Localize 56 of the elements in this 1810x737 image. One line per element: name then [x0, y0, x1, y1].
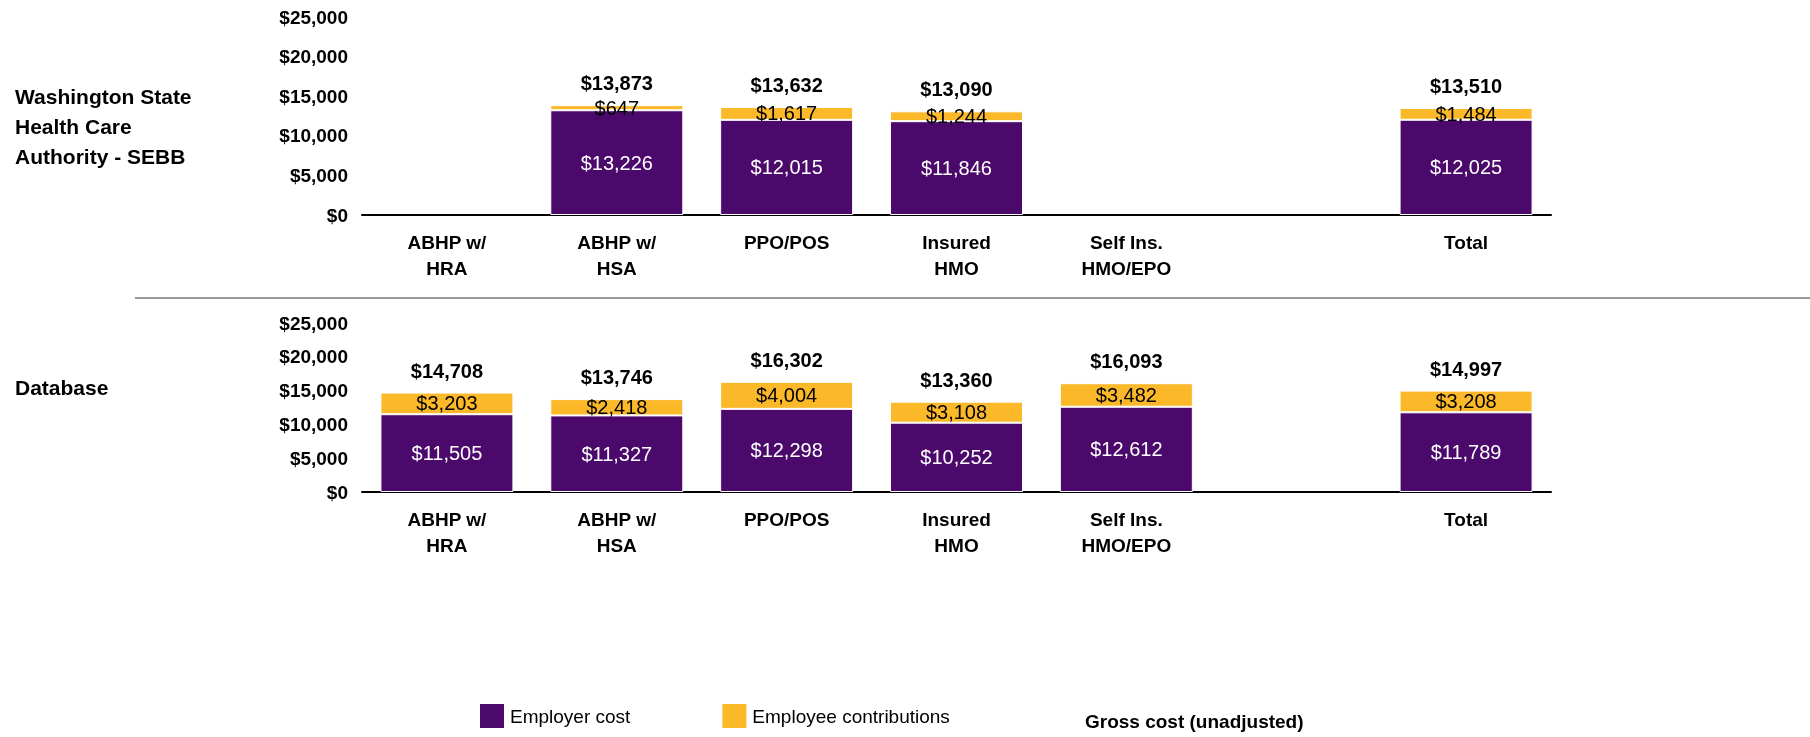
y-tick-label: $15,000 — [279, 380, 348, 402]
total-label: $14,708 — [410, 359, 484, 382]
x-tick-label: Self Ins. HMO/EPO — [1081, 508, 1172, 556]
total-label: $16,093 — [1090, 350, 1163, 373]
y-axis-title: Database — [15, 376, 109, 399]
data-label: $12,015 — [750, 156, 823, 179]
legend-label: Employee contributions — [752, 705, 950, 727]
data-label: $12,612 — [1090, 438, 1163, 461]
total-label: $13,746 — [580, 366, 653, 389]
y-tick-label: $15,000 — [279, 85, 348, 107]
x-tick-label: PPO/POS — [743, 508, 830, 530]
text: Gross cost (unadjusted) — [1085, 711, 1304, 732]
data-label: $11,327 — [581, 442, 653, 465]
data-label: $12,298 — [750, 439, 823, 462]
data-label: $4,004 — [756, 384, 818, 407]
x-tick-label: PPO/POS — [743, 231, 830, 253]
total-label: $13,510 — [1429, 75, 1503, 98]
data-label: $13,226 — [580, 151, 653, 174]
total-label: $13,090 — [920, 78, 993, 101]
y-tick-label: $25,000 — [279, 6, 348, 28]
data-label: $3,108 — [925, 401, 988, 424]
data-label: $2,418 — [586, 396, 648, 419]
y-tick-label: $20,000 — [279, 346, 348, 368]
y-tick-label: $10,000 — [279, 125, 348, 147]
total-label: $13,360 — [920, 368, 993, 391]
data-label: $1,617 — [756, 102, 818, 125]
total-label: $13,873 — [580, 72, 653, 95]
x-tick-label: Self Ins. HMO/EPO — [1081, 231, 1172, 279]
legend-label: Employer cost — [510, 705, 632, 727]
x-tick-label: ABHP w/ HSA — [577, 508, 657, 556]
data-label: $10,252 — [920, 446, 993, 469]
x-tick-label: Insured HMO — [922, 231, 991, 279]
total-label: $13,632 — [750, 74, 823, 97]
x-tick-label: ABHP w/ HRA — [407, 508, 488, 556]
data-label: $3,203 — [416, 392, 478, 415]
y-tick-label: $5,000 — [289, 164, 348, 186]
x-tick-label: Total — [1444, 231, 1489, 253]
y-axis-title: Washington State Health Care Authority - SEBB — [15, 84, 192, 168]
x-tick-label: ABHP w/ HRA — [407, 231, 488, 279]
y-tick-label: $5,000 — [289, 447, 348, 469]
data-label: $3,482 — [1095, 383, 1157, 406]
x-tick-label: Total — [1444, 508, 1489, 530]
y-tick-label: $10,000 — [279, 413, 348, 435]
y-tick-label: $25,000 — [279, 312, 348, 334]
y-tick-label: $0 — [326, 204, 348, 226]
y-tick-label: $20,000 — [279, 46, 348, 68]
x-tick-label: ABHP w/ HSA — [577, 231, 657, 279]
data-label: $11,789 — [1430, 441, 1502, 464]
data-label: $11,846 — [921, 157, 992, 180]
total-label: $14,997 — [1429, 357, 1503, 380]
data-label: $11,505 — [411, 442, 483, 465]
x-tick-label: Insured HMO — [922, 508, 991, 556]
data-label: $3,208 — [1435, 390, 1497, 413]
data-label: $12,025 — [1429, 156, 1503, 179]
y-tick-label: $0 — [326, 481, 348, 503]
total-label: $16,302 — [750, 348, 823, 371]
